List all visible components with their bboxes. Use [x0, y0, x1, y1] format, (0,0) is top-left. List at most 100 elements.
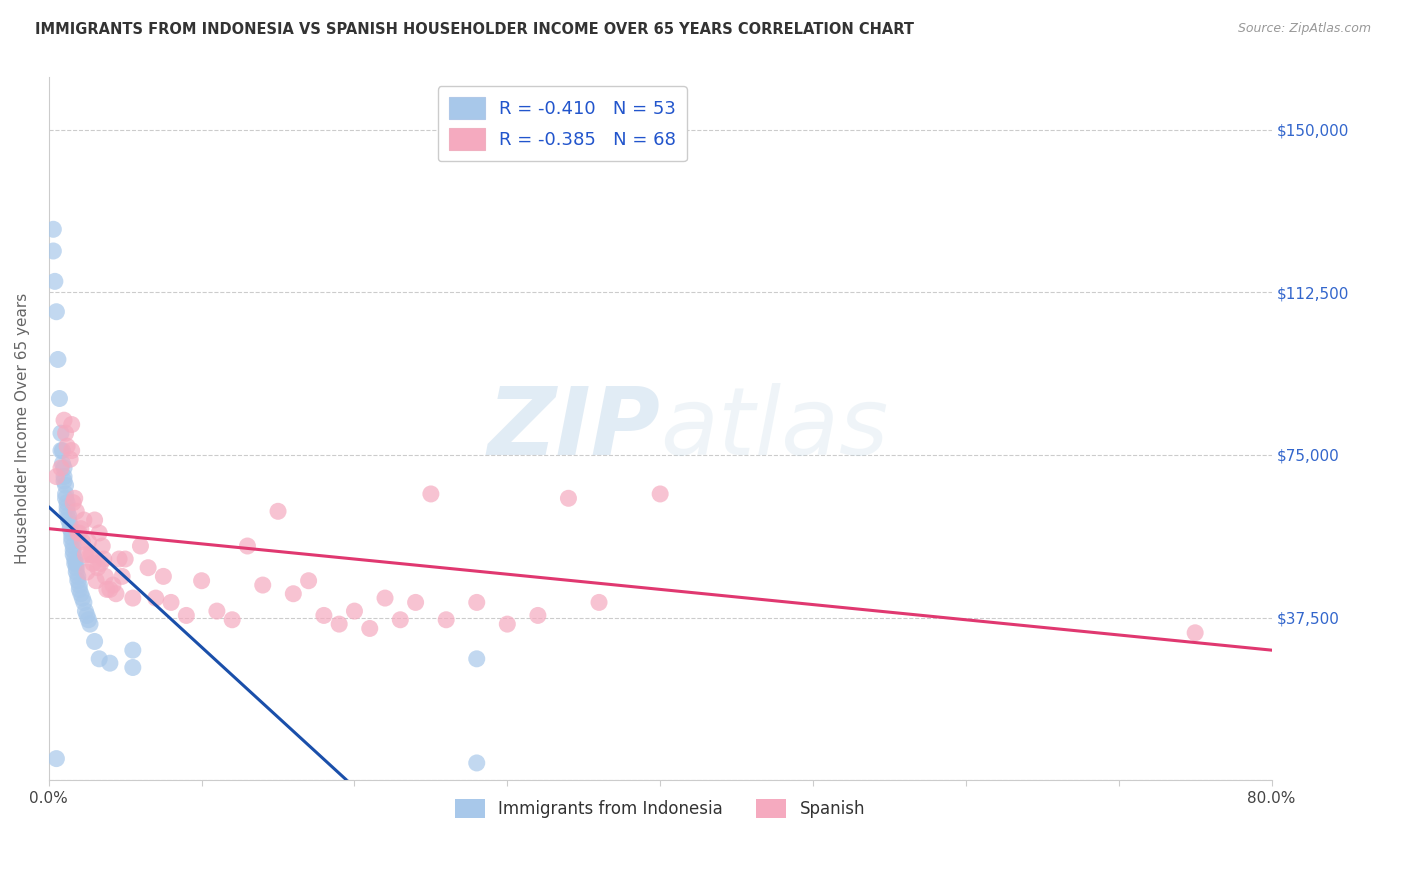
- Point: [111, 569, 134, 583]
- Point: [83, 513, 105, 527]
- Point: [62, 548, 84, 562]
- Point: [176, 608, 198, 623]
- Text: Source: ZipAtlas.com: Source: ZipAtlas.com: [1237, 22, 1371, 36]
- Point: [312, 608, 335, 623]
- Point: [252, 578, 274, 592]
- Point: [465, 756, 488, 770]
- Point: [63, 491, 86, 506]
- Point: [76, 565, 98, 579]
- Point: [59, 517, 82, 532]
- Point: [80, 548, 103, 562]
- Point: [53, 413, 76, 427]
- Point: [89, 652, 111, 666]
- Point: [55, 426, 77, 441]
- Point: [53, 469, 76, 483]
- Point: [83, 634, 105, 648]
- Point: [56, 504, 79, 518]
- Text: ZIP: ZIP: [488, 383, 661, 475]
- Point: [60, 443, 83, 458]
- Point: [76, 608, 98, 623]
- Point: [73, 513, 96, 527]
- Point: [221, 613, 243, 627]
- Point: [60, 530, 83, 544]
- Point: [65, 504, 87, 518]
- Point: [205, 604, 228, 618]
- Point: [129, 539, 152, 553]
- Text: IMMIGRANTS FROM INDONESIA VS SPANISH HOUSEHOLDER INCOME OVER 65 YEARS CORRELATIO: IMMIGRANTS FROM INDONESIA VS SPANISH HOU…: [35, 22, 914, 37]
- Point: [53, 474, 76, 488]
- Point: [343, 604, 366, 618]
- Point: [121, 643, 143, 657]
- Point: [1184, 625, 1206, 640]
- Point: [60, 534, 83, 549]
- Point: [46, 352, 69, 367]
- Point: [63, 552, 86, 566]
- Point: [93, 552, 115, 566]
- Point: [101, 578, 124, 592]
- Point: [89, 526, 111, 541]
- Point: [66, 526, 89, 541]
- Point: [58, 508, 80, 523]
- Point: [557, 491, 579, 506]
- Point: [56, 439, 79, 453]
- Point: [527, 608, 550, 623]
- Point: [297, 574, 319, 588]
- Point: [63, 557, 86, 571]
- Point: [72, 534, 94, 549]
- Point: [98, 582, 121, 597]
- Point: [72, 591, 94, 605]
- Point: [60, 526, 83, 541]
- Point: [152, 569, 174, 583]
- Point: [389, 613, 412, 627]
- Point: [67, 582, 90, 597]
- Y-axis label: Householder Income Over 65 years: Householder Income Over 65 years: [15, 293, 30, 565]
- Point: [66, 569, 89, 583]
- Text: atlas: atlas: [661, 384, 889, 475]
- Point: [419, 487, 441, 501]
- Point: [145, 591, 167, 605]
- Point: [55, 478, 77, 492]
- Point: [405, 595, 427, 609]
- Point: [67, 526, 90, 541]
- Point: [84, 574, 107, 588]
- Point: [70, 522, 93, 536]
- Point: [98, 656, 121, 670]
- Point: [82, 557, 104, 571]
- Point: [121, 660, 143, 674]
- Point: [588, 595, 610, 609]
- Point: [48, 392, 70, 406]
- Point: [496, 617, 519, 632]
- Point: [94, 569, 117, 583]
- Point: [77, 534, 100, 549]
- Point: [434, 613, 457, 627]
- Point: [67, 578, 90, 592]
- Point: [49, 426, 72, 441]
- Point: [79, 548, 101, 562]
- Point: [65, 560, 87, 574]
- Point: [267, 504, 290, 518]
- Point: [65, 565, 87, 579]
- Point: [328, 617, 350, 632]
- Point: [56, 500, 79, 514]
- Point: [49, 443, 72, 458]
- Point: [136, 560, 159, 574]
- Point: [45, 469, 67, 483]
- Point: [465, 595, 488, 609]
- Point: [75, 548, 97, 562]
- Point: [114, 552, 136, 566]
- Point: [75, 604, 97, 618]
- Point: [55, 491, 77, 506]
- Point: [60, 417, 83, 432]
- Point: [108, 552, 131, 566]
- Point: [42, 244, 65, 258]
- Point: [62, 543, 84, 558]
- Point: [236, 539, 259, 553]
- Point: [650, 487, 672, 501]
- Point: [190, 574, 212, 588]
- Point: [56, 495, 79, 509]
- Point: [45, 751, 67, 765]
- Point: [58, 513, 80, 527]
- Point: [73, 595, 96, 609]
- Point: [65, 557, 87, 571]
- Point: [90, 557, 112, 571]
